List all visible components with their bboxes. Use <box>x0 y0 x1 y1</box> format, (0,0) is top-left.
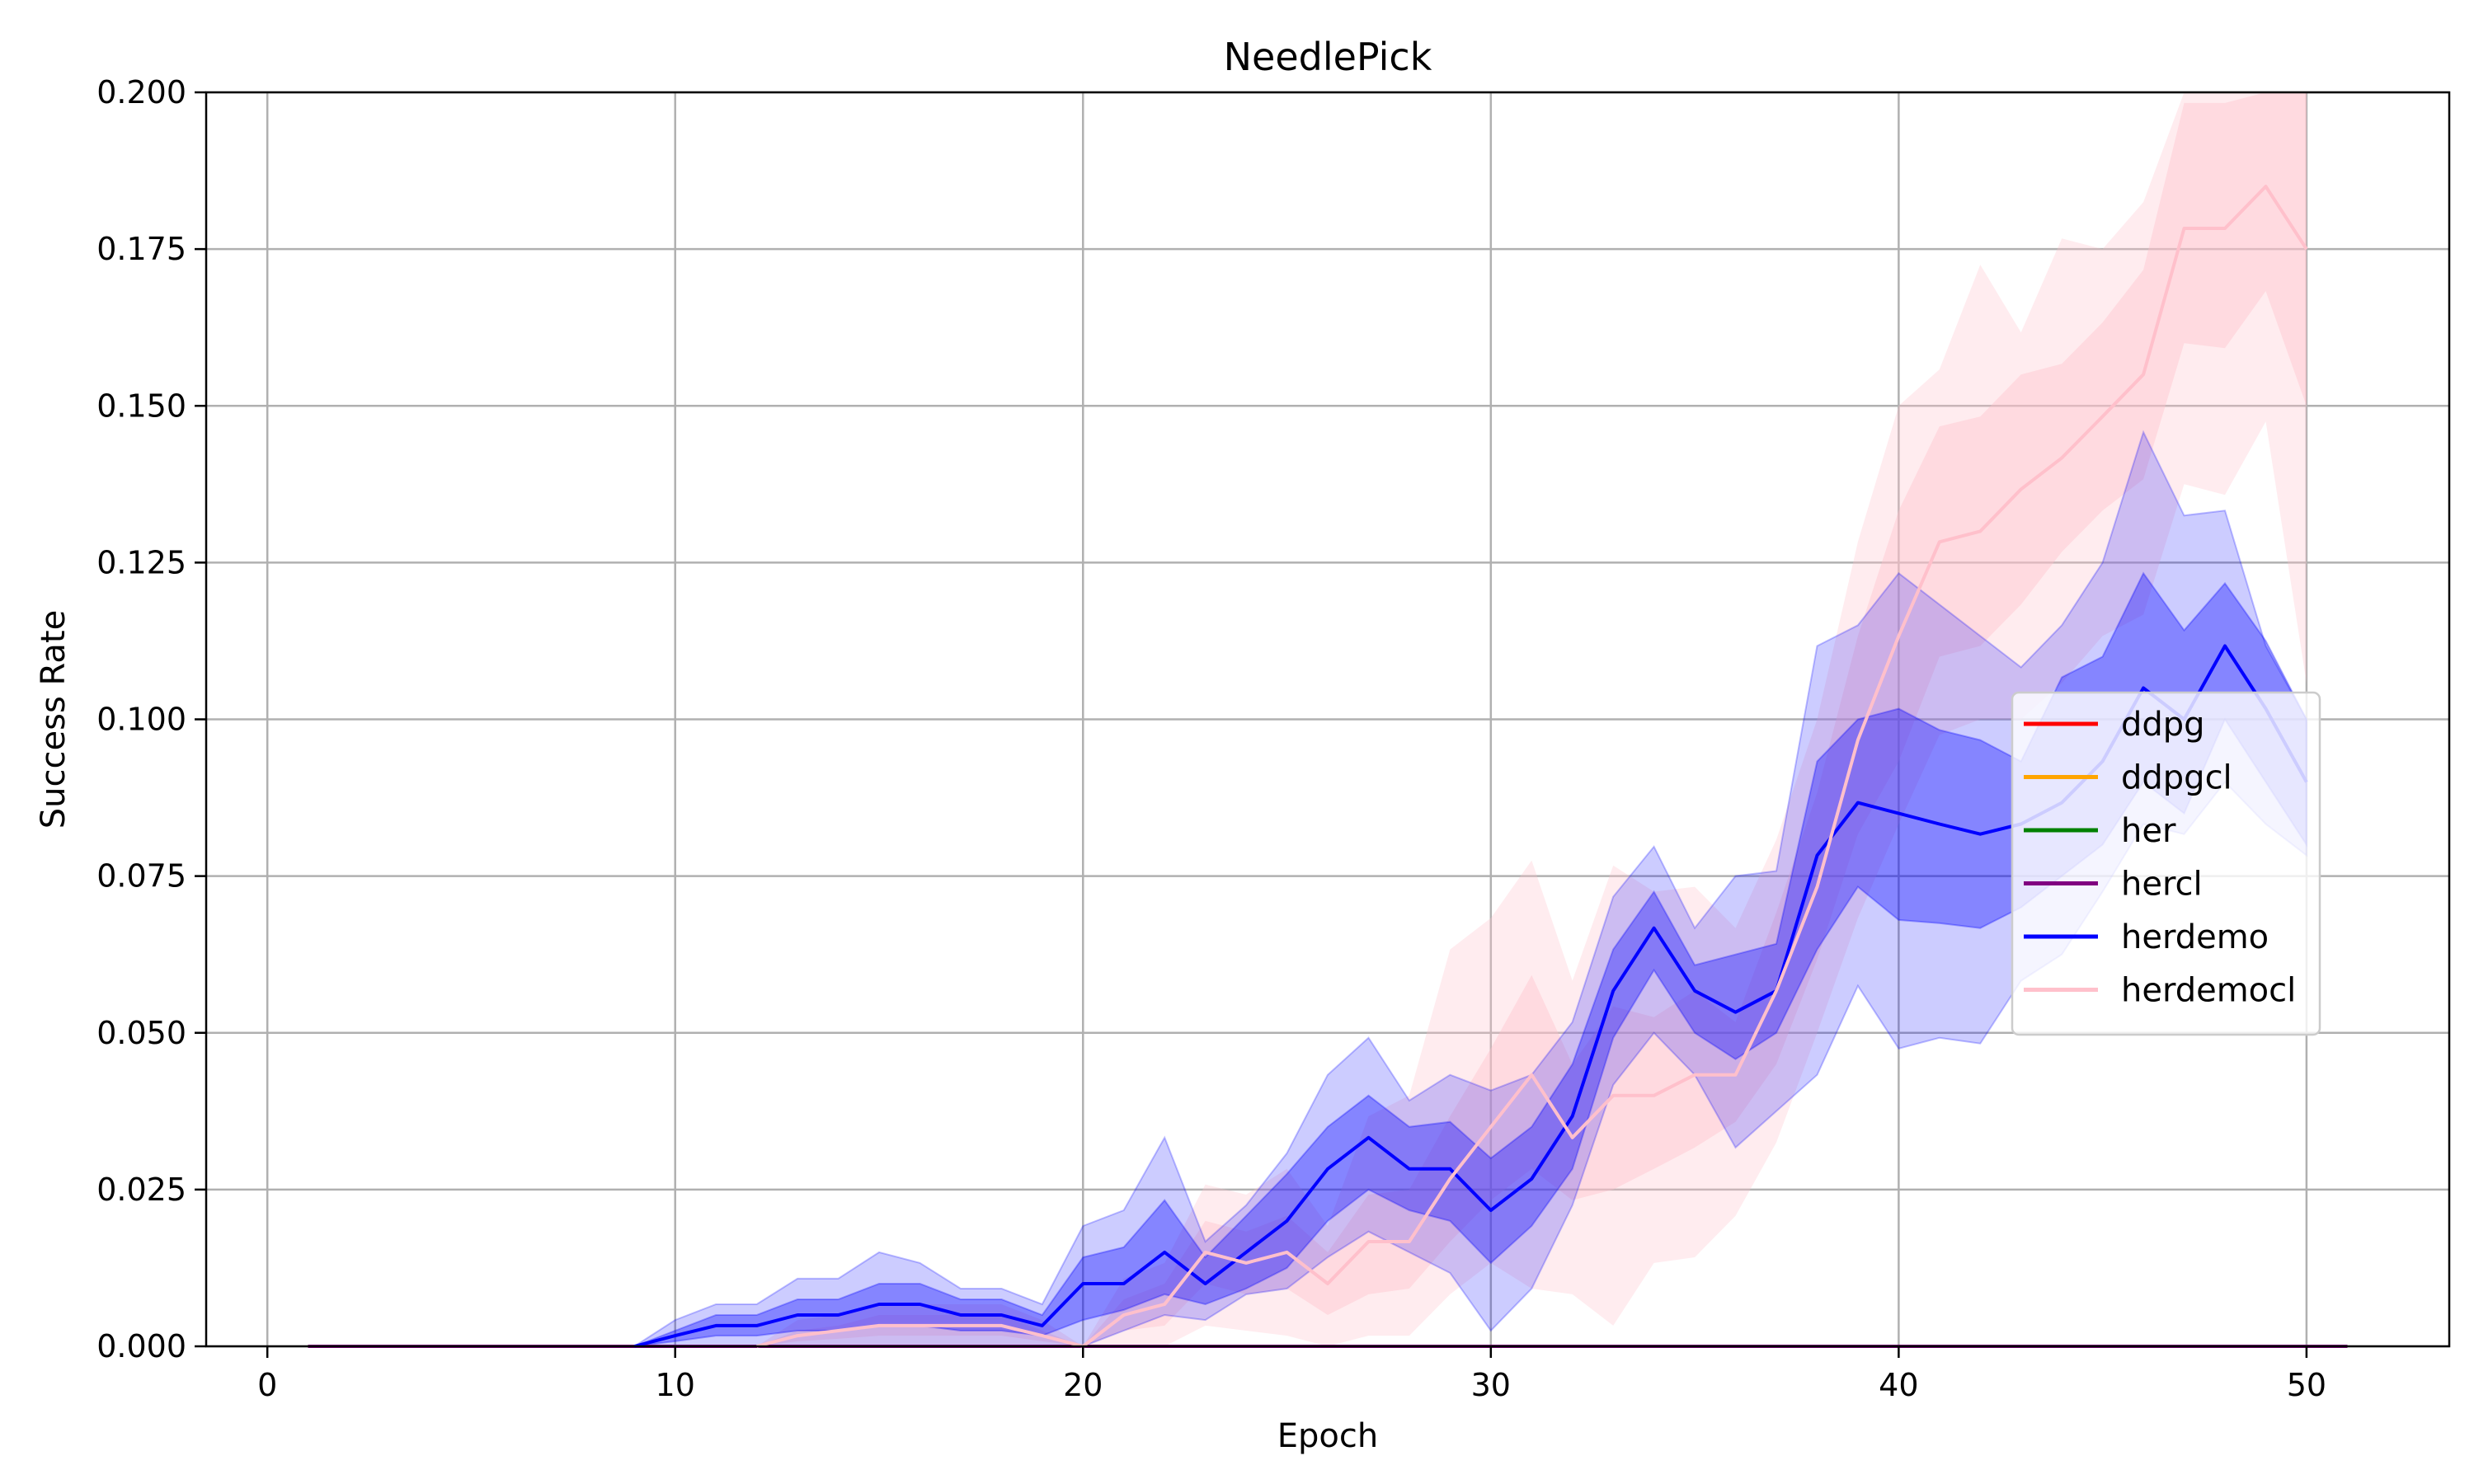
chart-title: NeedlePick <box>1224 35 1432 79</box>
legend-label-ddpg: ddpg <box>2121 706 2205 744</box>
x-tick-label: 0 <box>257 1367 277 1403</box>
y-tick-label: 0.200 <box>96 74 186 110</box>
y-axis-label: Success Rate <box>35 610 73 829</box>
y-tick-label: 0.125 <box>96 544 186 580</box>
y-tick-label: 0.000 <box>96 1328 186 1364</box>
x-tick-label: 10 <box>656 1367 695 1403</box>
legend-label-herdemocl: herdemocl <box>2121 972 2296 1010</box>
y-tick-label: 0.150 <box>96 387 186 424</box>
legend-label-her: her <box>2121 812 2176 850</box>
y-axis-ticks: 0.000 0.025 0.050 0.075 0.100 0.125 0.150 0.175… <box>96 74 206 1364</box>
y-tick-label: 0.075 <box>96 858 186 895</box>
x-tick-label: 20 <box>1063 1367 1103 1403</box>
legend: ddpg ddpgcl her hercl herdemo herdemocl <box>2011 691 2321 1036</box>
y-tick-label: 0.100 <box>96 702 186 738</box>
band-outer-herdemocl <box>756 92 2307 1346</box>
y-tick-label: 0.175 <box>96 231 186 267</box>
x-tick-label: 50 <box>2287 1367 2326 1403</box>
y-tick-label: 0.050 <box>96 1015 186 1051</box>
x-axis-label: Epoch <box>1277 1417 1378 1455</box>
series-line-herdemocl <box>756 185 2308 1348</box>
legend-label-hercl: hercl <box>2121 866 2203 904</box>
x-axis-ticks: 0 10 20 30 40 50 <box>257 1346 2326 1403</box>
x-tick-label: 30 <box>1471 1367 1511 1403</box>
band-inner-herdemocl <box>756 92 2307 1346</box>
legend-label-herdemo: herdemo <box>2121 918 2269 956</box>
x-tick-label: 40 <box>1879 1367 1918 1403</box>
y-tick-label: 0.025 <box>96 1172 186 1208</box>
legend-label-ddpgcl: ddpgcl <box>2121 759 2232 797</box>
